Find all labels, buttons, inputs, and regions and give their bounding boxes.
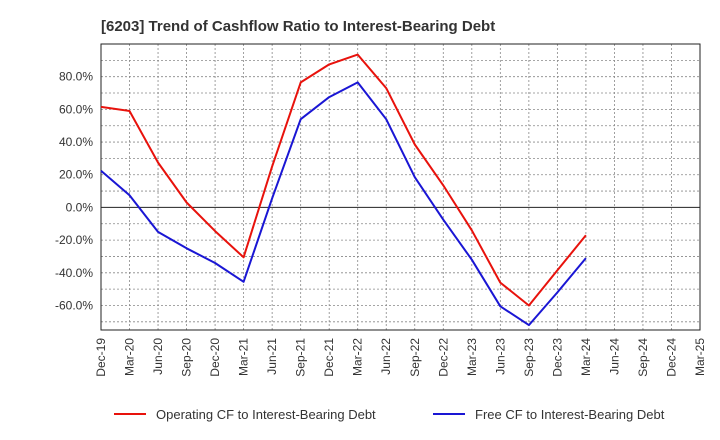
plot-border [100,43,701,331]
x-tick-label: Mar-24 [579,338,593,376]
x-tick-label: Dec-24 [664,338,678,377]
x-tick-label: Sep-24 [636,338,650,377]
x-tick-label: Dec-20 [208,338,222,377]
y-tick-label: 80.0% [59,70,93,84]
plot-area [101,44,700,330]
axes [100,43,701,331]
y-tick-label: 60.0% [59,102,93,116]
x-tick-label: Jun-23 [493,338,507,375]
x-tick-label: Dec-19 [94,338,108,377]
legend-label-2: Free CF to Interest-Bearing Debt [475,407,665,422]
legend: Operating CF to Interest-Bearing Debt Fre… [114,407,665,422]
x-tick-label: Sep-21 [294,338,308,377]
legend-label-1: Operating CF to Interest-Bearing Debt [156,407,376,422]
x-tick-labels: Dec-19 Mar-20 Jun-20 Sep-20 Dec-20 Mar-21 Jun-… [94,338,707,377]
y-tick-label: -60.0% [55,298,93,312]
y-tick-label: 40.0% [59,135,93,149]
x-tick-label: Jun-21 [265,338,279,375]
x-tick-label: Dec-21 [322,338,336,377]
x-tick-label: Mar-25 [693,338,707,376]
series-lines [100,53,587,327]
x-tick-label: Dec-22 [436,338,450,377]
x-tick-label: Mar-22 [351,338,365,376]
series-line-2 [100,81,587,327]
y-tick-label: 20.0% [59,168,93,182]
y-tick-label: 0.0% [66,200,94,214]
y-tick-label: -20.0% [55,233,93,247]
chart-title: [6203] Trend of Cashflow Ratio to Intere… [101,18,495,35]
x-tick-label: Jun-24 [607,338,621,375]
x-tick-label: Sep-20 [180,338,194,377]
x-tick-label: Dec-23 [550,338,564,377]
x-tick-label: Jun-22 [379,338,393,375]
y-tick-labels: 80.0% 60.0% 40.0% 20.0% 0.0% -20.0% -40.0% -60.… [55,70,93,313]
x-tick-label: Mar-23 [465,338,479,376]
x-tick-label: Jun-20 [151,338,165,375]
grid-lines [101,44,700,330]
x-tick-label: Sep-23 [522,338,536,377]
x-tick-label: Sep-22 [408,338,422,377]
y-tick-label: -40.0% [55,266,93,280]
x-tick-label: Mar-20 [123,338,137,376]
series-line-1 [100,53,587,307]
x-tick-label: Mar-21 [237,338,251,376]
